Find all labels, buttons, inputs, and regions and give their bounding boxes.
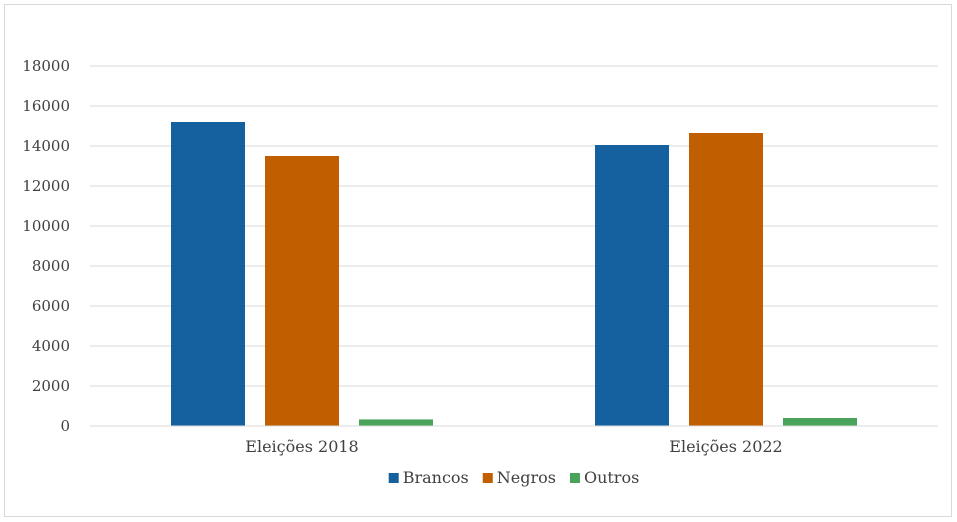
x-category-label: Eleições 2018 <box>245 437 358 456</box>
y-tick-label: 6000 <box>32 297 70 315</box>
y-tick-label: 0 <box>60 417 70 435</box>
y-tick-label: 4000 <box>32 337 70 355</box>
y-tick-label: 8000 <box>32 257 70 275</box>
y-tick-label: 10000 <box>22 217 70 235</box>
bar-outros-1 <box>359 419 433 426</box>
y-axis-tick-labels: 0 2000 4000 6000 8000 10000 12000 14000 16000 180… <box>22 57 70 435</box>
y-tick-label: 2000 <box>32 377 70 395</box>
bar-negros-2 <box>689 133 763 426</box>
chart-area: 0 2000 4000 6000 8000 10000 12000 14000 16000 180… <box>4 4 952 517</box>
legend: Brancos Negros Outros <box>388 468 639 487</box>
x-category-label: Eleições 2022 <box>669 437 782 456</box>
legend-label-negros: Negros <box>497 468 556 487</box>
legend-swatch-brancos <box>388 473 399 483</box>
bar-brancos-1 <box>171 122 245 426</box>
legend-label-outros: Outros <box>584 468 639 487</box>
bar-brancos-2 <box>595 145 669 426</box>
legend-swatch-outros <box>569 473 580 483</box>
y-tick-label: 16000 <box>22 97 70 115</box>
legend-label-brancos: Brancos <box>403 468 469 487</box>
bar-negros-1 <box>265 156 339 426</box>
bars <box>171 122 857 426</box>
bar-outros-2 <box>783 418 857 426</box>
y-tick-label: 14000 <box>22 137 70 155</box>
y-tick-label: 18000 <box>22 57 70 75</box>
legend-swatch-negros <box>482 473 493 483</box>
y-tick-label: 12000 <box>22 177 70 195</box>
x-axis-category-labels: Eleições 2018 Eleições 2022 <box>245 437 782 456</box>
bar-chart: 0 2000 4000 6000 8000 10000 12000 14000 16000 180… <box>22 57 938 487</box>
